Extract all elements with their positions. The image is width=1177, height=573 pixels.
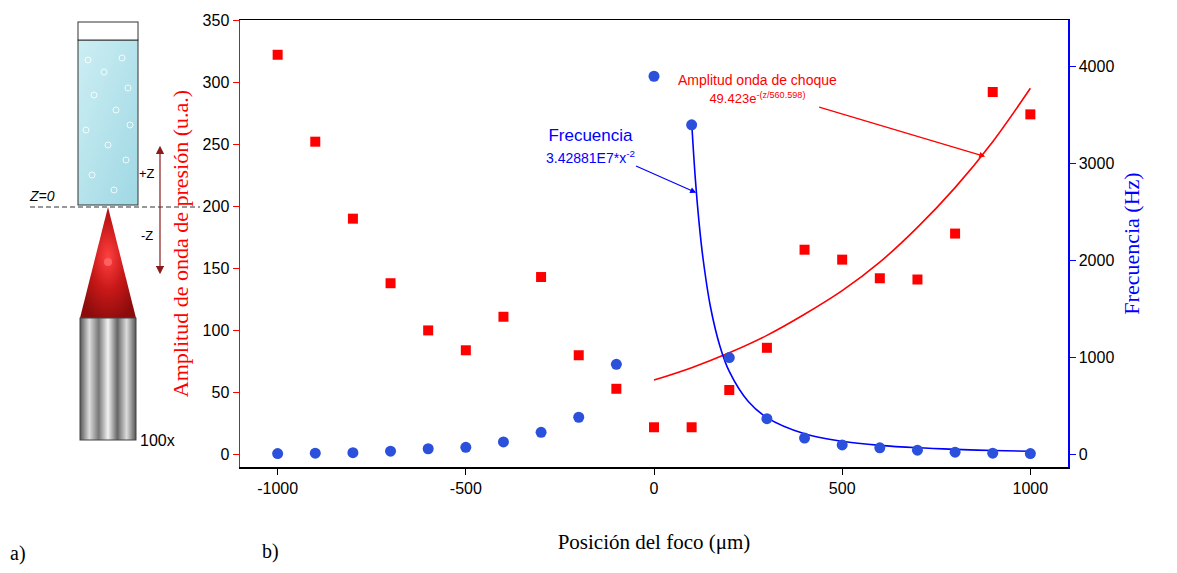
svg-text:0: 0 bbox=[220, 446, 229, 463]
svg-text:Amplitud onda de choque49.423e: Amplitud onda de choque49.423e​-(z/560.5… bbox=[678, 72, 837, 106]
svg-text:2000: 2000 bbox=[1079, 252, 1115, 269]
svg-text:+Z: +Z bbox=[139, 166, 155, 181]
svg-text:1000: 1000 bbox=[1013, 480, 1049, 497]
svg-text:Z=0: Z=0 bbox=[29, 188, 55, 204]
svg-text:0: 0 bbox=[650, 480, 659, 497]
svg-text:Posición del foco (μm): Posición del foco (μm) bbox=[558, 530, 751, 554]
svg-text:Frecuencia (Hz): Frecuencia (Hz) bbox=[1119, 172, 1144, 314]
svg-text:200: 200 bbox=[203, 198, 230, 215]
svg-text:Frecuencia3.42881E7*x​-2​: Frecuencia3.42881E7*x​-2​ bbox=[546, 126, 635, 166]
svg-text:4000: 4000 bbox=[1079, 58, 1115, 75]
svg-text:-500: -500 bbox=[450, 480, 482, 497]
svg-text:100x: 100x bbox=[140, 432, 175, 449]
svg-text:Amplitud de onda de presión (u: Amplitud de onda de presión (u.a.) bbox=[168, 90, 193, 397]
svg-text:500: 500 bbox=[829, 480, 856, 497]
svg-text:150: 150 bbox=[203, 260, 230, 277]
svg-text:-Z: -Z bbox=[141, 228, 153, 243]
svg-text:350: 350 bbox=[203, 12, 230, 29]
svg-text:-1000: -1000 bbox=[257, 480, 298, 497]
svg-text:50: 50 bbox=[212, 384, 230, 401]
svg-text:0: 0 bbox=[1079, 446, 1088, 463]
svg-text:a): a) bbox=[10, 542, 26, 565]
svg-text:300: 300 bbox=[203, 74, 230, 91]
svg-text:1000: 1000 bbox=[1079, 349, 1115, 366]
svg-text:3000: 3000 bbox=[1079, 155, 1115, 172]
svg-text:100: 100 bbox=[203, 322, 230, 339]
html-text:b): b) bbox=[262, 540, 279, 562]
svg-text:250: 250 bbox=[203, 136, 230, 153]
